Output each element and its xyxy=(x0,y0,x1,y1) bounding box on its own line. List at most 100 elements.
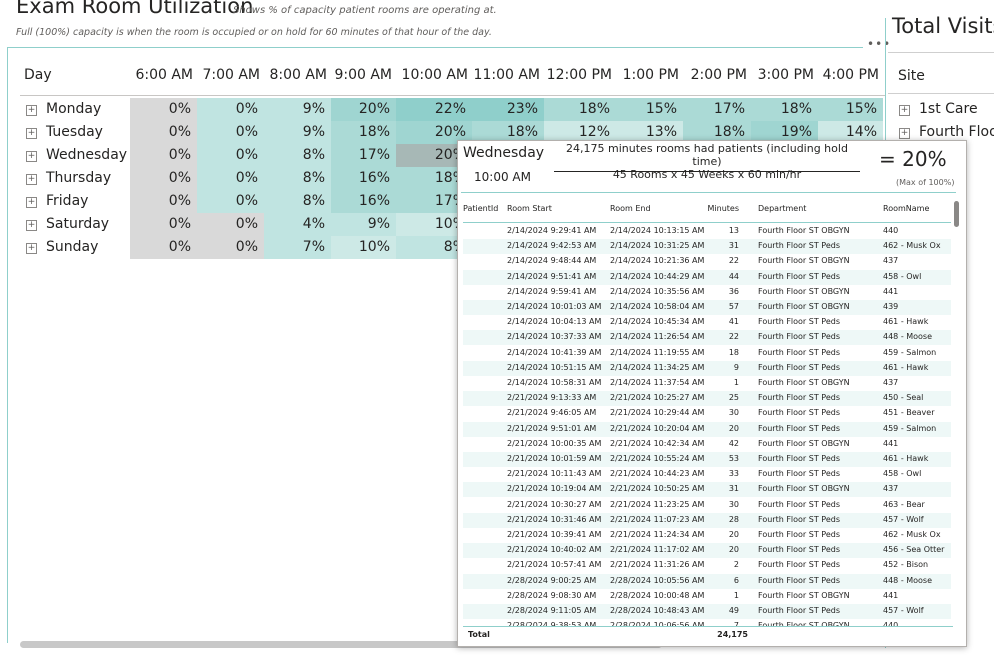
matrix-cell[interactable]: 0% xyxy=(197,213,264,236)
matrix-cell[interactable]: 0% xyxy=(130,190,197,213)
tooltip-column-header[interactable]: Minutes xyxy=(707,204,740,213)
matrix-row[interactable]: + Wednesday 0% 0% 8% 17% 20% xyxy=(20,144,885,167)
matrix-row[interactable]: + Saturday 0% 0% 4% 9% 10% xyxy=(20,213,885,236)
time-column-header[interactable]: 7:00 AM xyxy=(202,67,260,83)
row-header[interactable]: + Monday xyxy=(26,98,101,121)
tooltip-table-row: 2/14/2024 10:51:15 AM 2/14/2024 11:34:25 … xyxy=(463,360,951,376)
matrix-cell[interactable]: 0% xyxy=(197,190,264,213)
horizontal-scrollbar[interactable] xyxy=(20,641,662,648)
matrix-cell[interactable]: 9% xyxy=(264,121,331,144)
tooltip-column-header[interactable]: Room End xyxy=(610,204,651,213)
time-column-header[interactable]: 6:00 AM xyxy=(135,67,193,83)
tooltip-table-row: 2/14/2024 9:59:41 AM 2/14/2024 10:35:56 A… xyxy=(463,285,951,300)
tooltip-column-header[interactable]: Department xyxy=(758,204,807,213)
tooltip-cell: 437 xyxy=(883,378,899,387)
time-column-header[interactable]: 11:00 AM xyxy=(473,67,540,83)
matrix-cell[interactable]: 18% xyxy=(331,121,396,144)
matrix-cell[interactable]: 0% xyxy=(130,167,197,190)
expand-icon[interactable]: + xyxy=(899,105,910,116)
matrix-cell[interactable]: 17% xyxy=(331,144,396,167)
matrix-cell[interactable]: 16% xyxy=(331,190,396,213)
row-header[interactable]: + Sunday xyxy=(26,236,98,259)
tooltip-cell: 20 xyxy=(728,530,739,539)
more-options-icon[interactable]: ••• xyxy=(867,37,892,51)
matrix-cell[interactable]: 18% xyxy=(751,98,818,121)
matrix-cell[interactable]: 20% xyxy=(331,98,396,121)
expand-icon[interactable]: + xyxy=(26,105,37,116)
tooltip-column-header[interactable]: RoomName xyxy=(883,204,930,213)
matrix-row[interactable]: + Sunday 0% 0% 7% 10% 8% xyxy=(20,236,885,259)
time-column-header[interactable]: 12:00 PM xyxy=(546,67,612,83)
expand-icon[interactable]: + xyxy=(26,174,37,185)
matrix-cell[interactable]: 12% xyxy=(544,121,616,144)
matrix-cell[interactable]: 20% xyxy=(396,121,472,144)
matrix-cell[interactable]: 18% xyxy=(472,121,544,144)
matrix-cell[interactable]: 13% xyxy=(616,121,683,144)
matrix-cell[interactable]: 19% xyxy=(751,121,818,144)
tooltip-cell: Fourth Floor ST OBGYN xyxy=(758,438,850,448)
matrix-cell[interactable]: 22% xyxy=(396,98,472,121)
matrix-cell[interactable]: 15% xyxy=(818,98,883,121)
expand-icon[interactable]: + xyxy=(26,220,37,231)
matrix-cell[interactable]: 4% xyxy=(264,213,331,236)
matrix-cell[interactable]: 8% xyxy=(264,167,331,190)
time-column-header[interactable]: 1:00 PM xyxy=(622,67,679,83)
matrix-cell[interactable]: 9% xyxy=(331,213,396,236)
tooltip-vertical-scrollbar[interactable] xyxy=(954,201,959,227)
matrix-cell[interactable]: 0% xyxy=(197,236,264,259)
expand-icon[interactable]: + xyxy=(26,151,37,162)
site-row[interactable]: +1st Care xyxy=(899,101,978,117)
matrix-cell[interactable]: 15% xyxy=(616,98,683,121)
tooltip-cell: 2/21/2024 10:19:04 AM xyxy=(507,484,602,494)
matrix-row[interactable]: + Monday 0% 0% 9% 20% 22% 23% 18% 15% 17% 18% 15% xyxy=(20,98,885,121)
tooltip-cell: 2/21/2024 9:46:05 AM xyxy=(507,408,597,418)
matrix-cell[interactable]: 8% xyxy=(264,190,331,213)
matrix-cell[interactable]: 0% xyxy=(130,236,197,259)
expand-icon[interactable]: + xyxy=(899,128,910,139)
time-column-header[interactable]: 10:00 AM xyxy=(401,67,468,83)
expand-icon[interactable]: + xyxy=(26,243,37,254)
matrix-cell[interactable]: 17% xyxy=(683,98,751,121)
matrix-cell[interactable]: 14% xyxy=(818,121,883,144)
row-header[interactable]: + Thursday xyxy=(26,167,111,190)
row-header[interactable]: + Tuesday xyxy=(26,121,103,144)
matrix-row[interactable]: + Tuesday 0% 0% 9% 18% 20% 18% 12% 13% 18% 19% 14% xyxy=(20,121,885,144)
matrix-row[interactable]: + Thursday 0% 0% 8% 16% 18% xyxy=(20,167,885,190)
time-column-header[interactable]: 8:00 AM xyxy=(269,67,327,83)
matrix-row[interactable]: + Friday 0% 0% 8% 16% 17% xyxy=(20,190,885,213)
tooltip-cell: Fourth Floor ST OBGYN xyxy=(758,302,850,311)
matrix-cell[interactable]: 0% xyxy=(197,167,264,190)
matrix-cell[interactable]: 16% xyxy=(331,167,396,190)
expand-icon[interactable]: + xyxy=(26,128,37,139)
time-column-header[interactable]: 4:00 PM xyxy=(822,67,879,83)
time-column-header[interactable]: 2:00 PM xyxy=(690,67,747,83)
matrix-cell[interactable]: 0% xyxy=(130,144,197,167)
tooltip-column-header[interactable]: PatientId xyxy=(463,204,499,213)
matrix-cell[interactable]: 10% xyxy=(331,236,396,259)
matrix-cell[interactable]: 23% xyxy=(472,98,544,121)
time-column-header[interactable]: 3:00 PM xyxy=(757,67,814,83)
row-header[interactable]: + Friday xyxy=(26,190,88,213)
matrix-cell[interactable]: 0% xyxy=(197,98,264,121)
matrix-cell[interactable]: 8% xyxy=(264,144,331,167)
row-header[interactable]: + Wednesday xyxy=(26,144,127,167)
site-row[interactable]: + Fourth Floo xyxy=(899,124,994,140)
time-column-header[interactable]: 9:00 AM xyxy=(334,67,392,83)
matrix-cell[interactable]: 0% xyxy=(130,213,197,236)
tooltip-column-header[interactable]: Room Start xyxy=(507,204,552,213)
tooltip-cell: Fourth Floor ST Peds xyxy=(758,332,840,342)
matrix-cell[interactable]: 0% xyxy=(130,121,197,144)
matrix-cell[interactable]: 0% xyxy=(130,98,197,121)
tooltip-formula-text: 45 Rooms x 45 Weeks x 60 min/hr xyxy=(612,168,802,181)
matrix-cell[interactable]: 18% xyxy=(544,98,616,121)
tooltip-cell: 13 xyxy=(728,226,739,235)
tooltip-cell: Fourth Floor ST Peds xyxy=(758,514,840,524)
matrix-cell[interactable]: 9% xyxy=(264,98,331,121)
matrix-cell[interactable]: 7% xyxy=(264,236,331,259)
matrix-cell[interactable]: 18% xyxy=(683,121,751,144)
expand-icon[interactable]: + xyxy=(26,197,37,208)
row-header[interactable]: + Saturday xyxy=(26,213,109,236)
tooltip-cell: 2/14/2024 10:04:13 AM xyxy=(507,317,602,327)
matrix-cell[interactable]: 0% xyxy=(197,144,264,167)
matrix-cell[interactable]: 0% xyxy=(197,121,264,144)
